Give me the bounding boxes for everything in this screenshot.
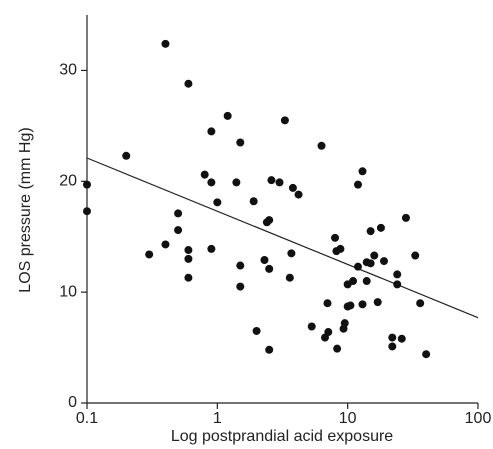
point <box>397 334 406 343</box>
point <box>252 326 261 335</box>
point <box>294 190 303 199</box>
y-tick-label: 10 <box>59 283 77 300</box>
point <box>366 259 375 268</box>
point <box>83 207 91 216</box>
point <box>265 216 274 225</box>
point <box>265 264 274 273</box>
point <box>324 328 333 337</box>
point <box>161 240 170 249</box>
point <box>393 270 402 279</box>
point <box>161 39 170 48</box>
point <box>416 299 425 308</box>
point <box>346 301 355 310</box>
x-tick-label: 10 <box>339 410 357 427</box>
point <box>349 277 358 286</box>
point <box>379 257 388 266</box>
point <box>207 127 216 136</box>
point <box>207 178 216 187</box>
x-tick-label: 100 <box>465 410 492 427</box>
point <box>249 197 258 206</box>
point <box>317 141 326 150</box>
point <box>260 255 269 264</box>
point <box>393 280 402 289</box>
point <box>353 180 362 189</box>
point <box>236 261 245 270</box>
point <box>366 227 375 236</box>
point <box>288 183 297 192</box>
point <box>333 344 342 353</box>
y-tick-label: 0 <box>68 394 77 411</box>
point <box>236 282 245 291</box>
point <box>275 178 284 187</box>
y-axis-label: LOS pressure (mm Hg) <box>17 127 34 292</box>
regression-line <box>86 157 479 319</box>
point <box>207 244 216 253</box>
point <box>236 138 245 147</box>
point <box>265 345 274 354</box>
point <box>145 250 154 259</box>
point <box>411 251 420 260</box>
point <box>323 299 332 308</box>
x-axis-label: Log postprandial acid exposure <box>171 428 393 445</box>
point <box>184 254 193 263</box>
point <box>358 167 367 176</box>
point <box>267 176 276 185</box>
point <box>388 342 397 351</box>
point <box>388 333 397 342</box>
point <box>422 350 431 359</box>
point <box>370 251 379 260</box>
point <box>232 178 241 187</box>
point <box>200 170 209 179</box>
point <box>376 223 385 232</box>
point <box>362 277 371 286</box>
point <box>336 244 345 253</box>
point <box>83 180 91 189</box>
point <box>184 79 193 88</box>
point <box>122 151 131 160</box>
point <box>174 226 183 235</box>
point <box>223 111 232 120</box>
point <box>287 249 296 258</box>
point <box>213 198 222 207</box>
point <box>285 273 294 282</box>
y-tick-label: 30 <box>59 62 77 79</box>
point <box>340 319 349 328</box>
point <box>307 322 316 331</box>
point <box>280 116 289 125</box>
point <box>184 273 193 282</box>
point <box>353 262 362 271</box>
x-tick-label: 1 <box>213 410 222 427</box>
point <box>174 209 183 218</box>
point <box>358 300 367 309</box>
y-tick-label: 20 <box>59 173 77 190</box>
x-tick-label: 0.1 <box>76 410 98 427</box>
point <box>184 246 193 255</box>
point <box>373 298 382 307</box>
point <box>401 213 410 222</box>
point <box>331 233 340 242</box>
